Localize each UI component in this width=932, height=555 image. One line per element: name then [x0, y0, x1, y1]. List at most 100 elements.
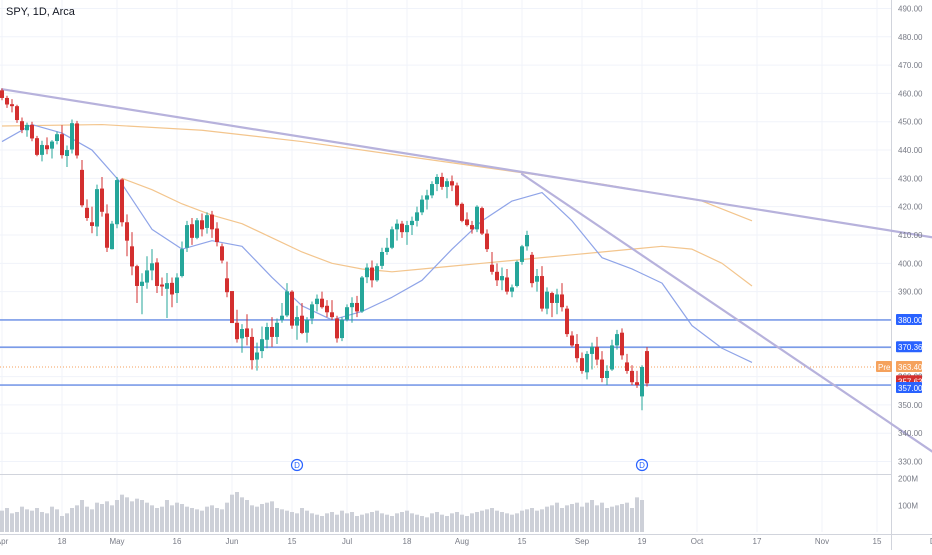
candle-body [90, 222, 94, 226]
price-label-357-00-bg [896, 382, 922, 394]
candle-body [460, 203, 464, 221]
volume-bar [315, 514, 319, 532]
candle-body [640, 366, 644, 397]
candle-body [275, 322, 279, 337]
candle-body [610, 345, 614, 370]
candle-body [555, 294, 559, 303]
chart-title: SPY, 1D, Arca [6, 6, 75, 18]
volume-bar [425, 517, 429, 532]
volume-bar [460, 514, 464, 532]
volume-bar [555, 502, 559, 532]
volume-bar [185, 506, 189, 532]
candle-body [420, 199, 424, 213]
candle-body [350, 302, 354, 308]
volume-bar [490, 508, 494, 532]
candle-body [500, 276, 504, 281]
volume-bar [475, 512, 479, 532]
volume-bar [285, 510, 289, 532]
candle-body [360, 277, 364, 312]
volume-bar [350, 512, 354, 532]
volume-bar [225, 502, 229, 532]
candle-body [20, 121, 24, 130]
candle-body [245, 328, 249, 337]
volume-bar [610, 506, 614, 532]
candle-body [515, 261, 519, 286]
volume-bar [25, 509, 29, 532]
candle-body [635, 382, 639, 386]
candle-body [115, 180, 119, 225]
candle-body [380, 251, 384, 266]
candle-body [285, 291, 289, 316]
volume-bar [455, 512, 459, 532]
candle-body [625, 362, 629, 371]
trendline [0, 88, 932, 239]
candle-body [185, 225, 189, 248]
volume-bar [440, 514, 444, 532]
candle-body [200, 220, 204, 230]
candle-body [150, 263, 154, 271]
time-axis-label: 16 [173, 537, 182, 546]
volume-bar [505, 513, 509, 532]
volume-bar [300, 508, 304, 532]
price-axis-label: 490.00 [898, 4, 923, 13]
candle-body [630, 370, 634, 383]
volume-bar [385, 514, 389, 532]
candle-body [505, 277, 509, 292]
time-axis-label: 18 [58, 537, 67, 546]
volume-bar [220, 509, 224, 532]
volume-bar [95, 502, 99, 532]
time-axis-label: Jun [226, 537, 239, 546]
volume-bar [35, 508, 39, 532]
candle-body [45, 145, 49, 150]
volume-bar [355, 516, 359, 532]
volume-bar [585, 502, 589, 532]
time-axis-label: Dec [930, 537, 932, 546]
candle-body [530, 254, 534, 284]
candle-body [125, 222, 129, 241]
time-axis-label: May [109, 537, 124, 546]
candle-body [595, 346, 599, 360]
volume-bar [370, 512, 374, 532]
volume-bar [135, 498, 139, 532]
candle-body [135, 266, 139, 286]
candle-body [570, 335, 574, 346]
candle-body [30, 124, 34, 139]
candle-body [120, 179, 124, 223]
price-axis-label: 390.00 [898, 288, 923, 297]
volume-bar [445, 516, 449, 532]
candle-body [170, 282, 174, 295]
volume-bar [380, 513, 384, 532]
candle-body [50, 141, 54, 149]
candle-body [5, 97, 9, 105]
candle-body [605, 370, 609, 378]
candle-body [375, 266, 379, 281]
price-label-363-40: 363.40 [898, 363, 923, 372]
price-label-380-00-bg [896, 313, 922, 325]
candle-body [205, 215, 209, 228]
volume-bar [290, 512, 294, 532]
volume-bar [335, 514, 339, 532]
price-axis-label: 400.00 [898, 259, 923, 268]
volume-bar [330, 512, 334, 532]
candle-body [155, 262, 159, 286]
volume-bar [155, 508, 159, 532]
candle-body [130, 246, 134, 267]
price-axis-label: 470.00 [898, 61, 923, 70]
volume-bar [20, 506, 24, 532]
candle-body [510, 287, 514, 292]
volume-bar [60, 516, 64, 532]
candle-body [585, 353, 589, 373]
volume-bar [30, 510, 34, 532]
candle-body [190, 224, 194, 238]
candle-body [355, 302, 359, 312]
volume-bar [105, 501, 109, 532]
volume-bar [240, 497, 244, 532]
volume-bar [615, 505, 619, 532]
volume-bar [520, 510, 524, 532]
candle-body [385, 247, 389, 252]
candle-body [65, 150, 69, 157]
candle-body [365, 267, 369, 278]
volume-bar [545, 506, 549, 532]
volume-bar [500, 512, 504, 532]
